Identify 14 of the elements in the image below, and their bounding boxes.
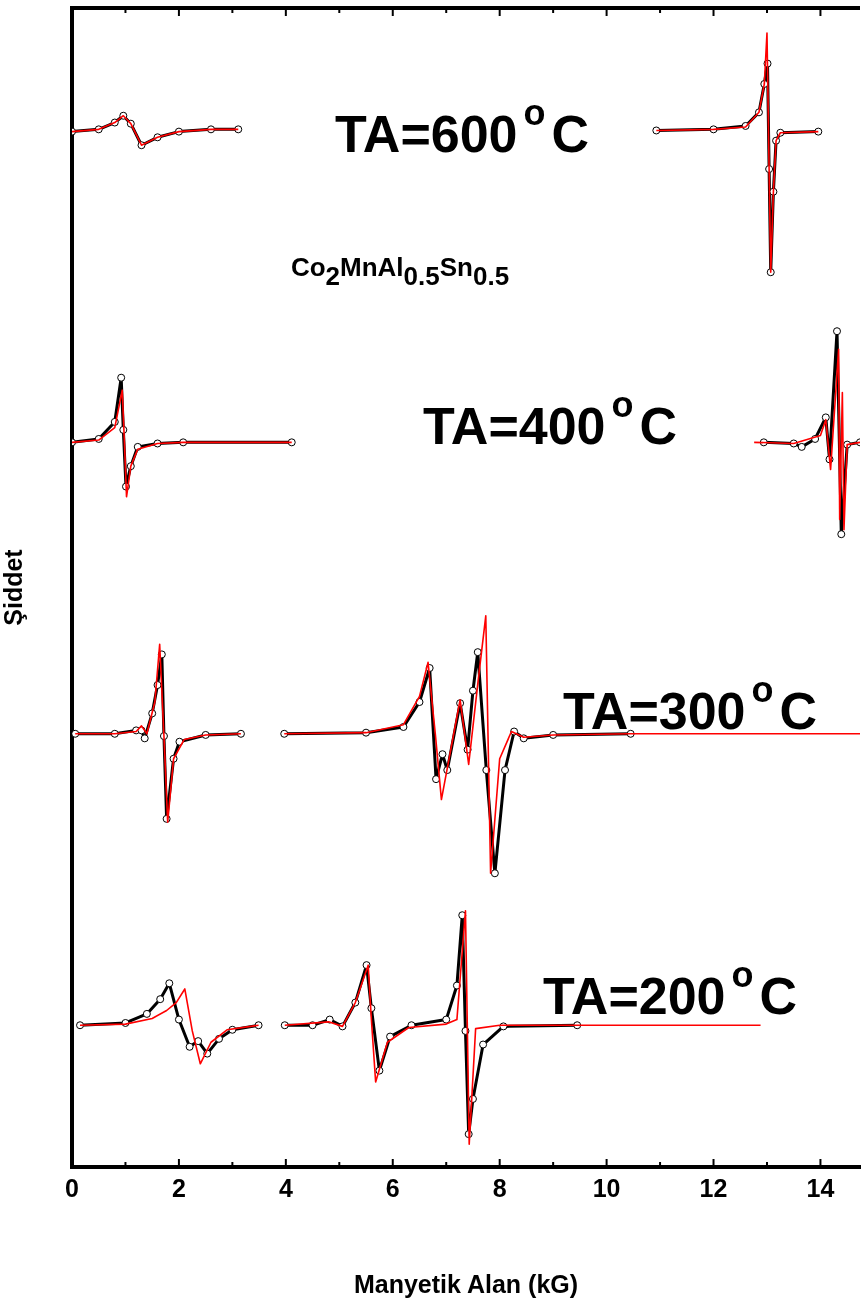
x-tick-label: 6 xyxy=(385,1173,400,1202)
x-tick-label: 12 xyxy=(699,1173,728,1202)
x-tick-label: 4 xyxy=(278,1173,293,1202)
annotation: TA=200$^{o}$C xyxy=(542,953,798,1026)
y-axis-title: Şiddet xyxy=(0,548,27,626)
x-tick-label: 14 xyxy=(806,1173,835,1202)
x-tick-label: 10 xyxy=(592,1173,621,1202)
x-tick-label: 8 xyxy=(492,1173,507,1202)
x-tick-label: 0 xyxy=(65,1173,79,1202)
x-tick-label: 2 xyxy=(171,1173,186,1202)
x-axis-title: Manyetik Alan (kG) xyxy=(353,1269,579,1298)
annotation: TA=600$^{o}$C xyxy=(334,91,590,164)
annotation: TA=300$^{o}$C xyxy=(562,668,818,741)
annotation: TA=400$^{o}$C xyxy=(422,383,678,456)
